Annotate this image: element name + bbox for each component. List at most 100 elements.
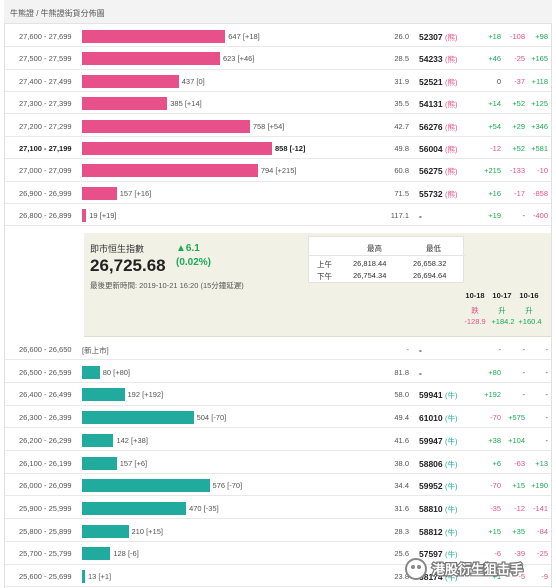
hl-pm-label: 下午 xyxy=(317,272,332,281)
bear-qty-bar[interactable] xyxy=(82,119,250,133)
related-index[interactable]: 59947 (牛) xyxy=(419,436,458,447)
index-code[interactable]: 57597 xyxy=(419,549,443,560)
bear-tag: (熊) xyxy=(445,77,458,87)
qty-label: 13 [+1] xyxy=(88,572,112,581)
bull-row: 25,600 - 25,699 13 [+1] 23.8 58174 (牛) +1 -5 -… xyxy=(5,565,551,588)
index-code[interactable]: - xyxy=(419,345,422,355)
bear-qty-bar[interactable] xyxy=(82,142,272,155)
change-day-3: -10 xyxy=(537,166,548,176)
bear-qty-bar[interactable] xyxy=(82,164,258,178)
bull-row: 25,900 - 25,999 470 [-35] 31.6 58810 (牛) -35… xyxy=(5,497,551,520)
related-index[interactable]: 58806 (牛) xyxy=(419,459,458,470)
bull-qty-bar[interactable] xyxy=(82,365,100,379)
bear-qty-bar[interactable] xyxy=(82,97,168,111)
bull-qty-bar[interactable] xyxy=(82,433,114,447)
related-index[interactable]: 56276 (熊) xyxy=(419,122,458,133)
hl-am-label: 上午 xyxy=(317,260,332,269)
index-code[interactable]: 58812 xyxy=(419,526,443,537)
index-code[interactable]: 56276 xyxy=(419,121,443,132)
related-index[interactable]: 54131 (熊) xyxy=(419,99,458,110)
strike-range: 27,100 - 27,199 xyxy=(19,144,72,153)
index-change-percent: (0.02%) xyxy=(176,257,212,268)
index-code[interactable]: - xyxy=(419,211,422,222)
related-index[interactable]: - xyxy=(419,345,422,355)
index-code[interactable]: 59941 xyxy=(419,390,443,401)
change-day-2: -25 xyxy=(514,54,525,64)
change-day-3: +581 xyxy=(531,144,548,153)
strike-range: 26,000 - 26,099 xyxy=(19,481,72,491)
related-index[interactable]: 55732 (熊) xyxy=(419,189,458,200)
hl-pm-high: 26,754.34 xyxy=(353,271,387,280)
change-day-2: +29 xyxy=(512,121,525,131)
qty-label: [新上市] xyxy=(82,346,109,355)
change-day-2: -133 xyxy=(509,166,525,176)
bear-qty-bar[interactable] xyxy=(82,30,226,43)
bear-qty-bar[interactable] xyxy=(82,52,220,66)
related-index[interactable]: 57597 (牛) xyxy=(419,549,458,560)
index-code[interactable]: 56275 xyxy=(419,166,443,177)
bear-tag: (熊) xyxy=(445,100,458,110)
index-code[interactable]: 58810 xyxy=(419,503,443,514)
qty-label: 157 [+16] xyxy=(119,188,152,198)
index-code[interactable]: 58806 xyxy=(419,458,443,469)
related-index[interactable]: 58810 (牛) xyxy=(419,504,458,515)
bull-qty-bar[interactable] xyxy=(82,570,85,583)
bear-row: 27,600 - 27,699 647 [+18] 26.0 52307 (熊) +18… xyxy=(5,25,551,48)
bull-row: 26,200 - 26,299 142 [+38] 41.6 59947 (牛) +38… xyxy=(5,429,551,452)
bull-qty-bar[interactable] xyxy=(82,501,187,515)
related-index[interactable]: 56004 (熊) xyxy=(419,144,458,155)
bull-qty-bar[interactable] xyxy=(82,524,129,538)
breadcrumb-text[interactable]: 牛熊證 / 牛熊證街貨分佈圖 xyxy=(10,9,105,18)
related-index[interactable]: - xyxy=(419,368,422,378)
index-code[interactable]: 59952 xyxy=(419,481,443,492)
index-code[interactable]: 61010 xyxy=(419,413,443,424)
bull-tag: (牛) xyxy=(445,527,458,537)
bull-qty-bar[interactable] xyxy=(82,411,194,425)
related-index[interactable]: 52307 (熊) xyxy=(419,32,458,43)
index-code[interactable]: 54131 xyxy=(419,99,443,110)
related-index[interactable]: 61010 (牛) xyxy=(419,413,458,424)
strike-range: 27,600 - 27,699 xyxy=(19,32,72,41)
change-day-2: -12 xyxy=(514,503,525,513)
bear-qty-bar[interactable] xyxy=(82,186,117,200)
bull-tag: (牛) xyxy=(445,482,458,492)
day-net-2: +184.2 xyxy=(491,317,515,326)
bear-row: 27,000 - 27,099 794 [+215] 60.8 56275 (熊) +2… xyxy=(5,159,551,182)
watermark-text: 港股衍生狙击手 xyxy=(432,562,523,578)
index-code[interactable]: - xyxy=(419,367,422,378)
hl-am-high: 26,818.44 xyxy=(353,259,387,268)
related-index[interactable]: 59952 (牛) xyxy=(419,481,458,492)
qty-label: 758 [+54] xyxy=(252,121,285,131)
index-code[interactable]: 52521 xyxy=(419,76,443,87)
bull-qty-bar[interactable] xyxy=(82,456,117,470)
strike-range: 26,600 - 26,650 xyxy=(19,345,72,354)
index-code[interactable]: 52307 xyxy=(419,32,443,42)
related-index[interactable]: - xyxy=(419,211,422,221)
index-code[interactable]: 55732 xyxy=(419,188,443,199)
bull-qty-bar[interactable] xyxy=(82,479,210,493)
index-change: ▲6.1 xyxy=(176,243,200,254)
change-day-2: -5 xyxy=(518,572,525,581)
bull-qty-bar[interactable] xyxy=(82,388,125,402)
related-index[interactable]: 58174 (牛) xyxy=(419,572,458,583)
index-code[interactable]: 54233 xyxy=(419,54,443,65)
change-day-1: 0 xyxy=(496,76,501,86)
related-index[interactable]: 54233 (熊) xyxy=(419,54,458,65)
bull-row: 26,100 - 26,199 157 [+6] 38.0 58806 (牛) +6 -6… xyxy=(5,452,551,474)
index-code[interactable]: 59947 xyxy=(419,435,443,446)
bear-qty-bar[interactable] xyxy=(82,209,87,223)
related-index[interactable]: 59941 (牛) xyxy=(419,390,458,401)
panel-frame xyxy=(4,0,552,588)
related-index[interactable]: 52521 (熊) xyxy=(419,77,458,88)
percent-value: 42.7 xyxy=(394,121,409,131)
index-code[interactable]: 56004 xyxy=(419,144,443,154)
bear-qty-bar[interactable] xyxy=(82,74,179,88)
percent-value: 41.6 xyxy=(394,435,409,445)
bear-tag: (熊) xyxy=(445,33,458,42)
related-index[interactable]: 56275 (熊) xyxy=(419,166,458,177)
bull-qty-bar[interactable] xyxy=(82,547,111,561)
bull-row: 25,800 - 25,899 210 [+15] 28.3 58812 (牛) +15… xyxy=(5,520,551,542)
index-code[interactable]: 58174 xyxy=(419,572,443,582)
day-dir-3: 升 xyxy=(525,306,533,315)
related-index[interactable]: 58812 (牛) xyxy=(419,527,458,538)
